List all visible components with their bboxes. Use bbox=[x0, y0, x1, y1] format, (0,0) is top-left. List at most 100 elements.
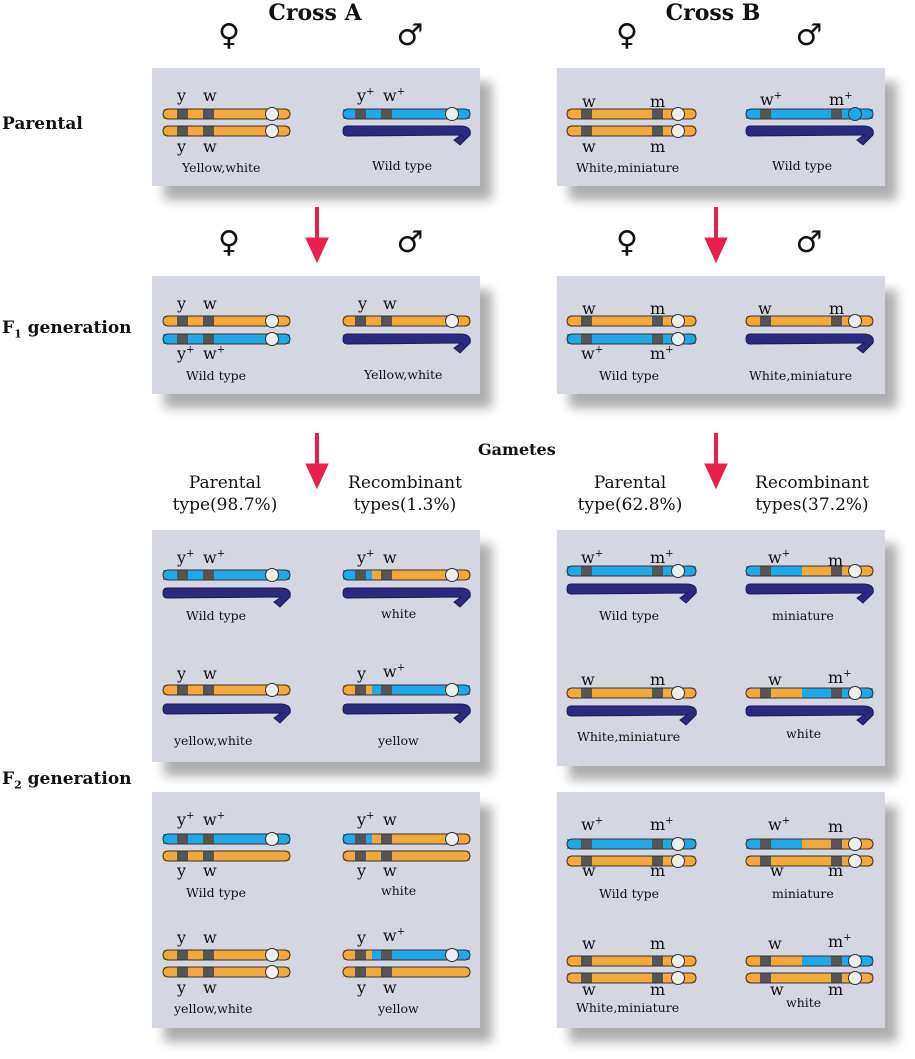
chromosome-segment bbox=[567, 316, 696, 326]
gene-band bbox=[381, 950, 392, 960]
chromosome-outline bbox=[162, 569, 291, 581]
y-chromosome bbox=[342, 587, 471, 608]
chromosome-outline bbox=[162, 125, 291, 137]
chromosome-outline bbox=[162, 108, 291, 120]
chromosome-segment bbox=[372, 685, 470, 695]
chromosome-outline bbox=[162, 333, 291, 345]
chromosome-outline bbox=[566, 125, 697, 137]
male-symbol: ♂ bbox=[795, 18, 823, 53]
chromosome-segment bbox=[163, 570, 290, 580]
centromere bbox=[671, 107, 685, 121]
chromosome-segment bbox=[567, 956, 696, 966]
gene-band bbox=[203, 334, 214, 344]
gene-band bbox=[355, 851, 366, 861]
gene-band bbox=[760, 839, 771, 849]
centromere bbox=[671, 854, 685, 868]
chromosome-segment bbox=[163, 685, 290, 695]
gene-band bbox=[760, 973, 771, 983]
centromere bbox=[848, 314, 862, 328]
chromosome-outline bbox=[566, 315, 697, 327]
gene-band bbox=[381, 570, 392, 580]
y-chromosome bbox=[745, 583, 874, 604]
chromosome-outline bbox=[342, 833, 471, 845]
gene-label-m: m bbox=[650, 137, 666, 156]
chromosome-segment bbox=[746, 839, 802, 849]
gene-label-y: y bbox=[177, 294, 187, 313]
centromere bbox=[671, 124, 685, 138]
gene-band bbox=[177, 834, 188, 844]
gene-band bbox=[831, 856, 842, 866]
y-chromosome bbox=[342, 333, 471, 354]
gene-band bbox=[203, 851, 214, 861]
gene-band bbox=[177, 316, 188, 326]
gene-band bbox=[581, 316, 592, 326]
chromosome-segment bbox=[163, 950, 290, 960]
gene-label-w: w bbox=[758, 299, 772, 318]
row-label-parental: Parental bbox=[2, 114, 83, 134]
gene-label-w: w bbox=[203, 664, 217, 683]
chromosome-segment bbox=[567, 334, 696, 344]
gene-band bbox=[381, 685, 392, 695]
gene-label-w: w+ bbox=[383, 86, 406, 105]
gene-label-w: w+ bbox=[760, 90, 783, 109]
gene-label-w: w+ bbox=[203, 548, 226, 567]
centromere bbox=[848, 107, 862, 121]
gene-band bbox=[652, 973, 663, 983]
gene-band bbox=[581, 109, 592, 119]
gene-label-m: m bbox=[828, 861, 844, 880]
gene-label-m: m bbox=[650, 299, 666, 318]
centromere bbox=[671, 686, 685, 700]
centromere bbox=[265, 683, 279, 697]
chromosome-outline bbox=[745, 315, 874, 327]
caption-wild-type: Wild type bbox=[372, 158, 433, 173]
gene-label-w: w bbox=[203, 978, 217, 997]
chromosome-outline bbox=[162, 850, 291, 862]
gene-band bbox=[355, 950, 366, 960]
gene-band bbox=[355, 834, 366, 844]
caption-yellow-white: yellow,white bbox=[174, 733, 253, 748]
gene-label-m: m bbox=[650, 670, 666, 689]
gene-band bbox=[652, 109, 663, 119]
caption-yellow-white: yellow,white bbox=[174, 1001, 253, 1016]
chromosome-outline bbox=[566, 565, 697, 577]
centromere bbox=[848, 971, 862, 985]
gene-label-w: w bbox=[203, 86, 217, 105]
chromosome-segment bbox=[746, 956, 802, 966]
gene-label-w: w+ bbox=[203, 810, 226, 829]
chromosome-outline bbox=[566, 855, 697, 867]
chromosome-segment bbox=[567, 109, 696, 119]
chromosome-segment bbox=[343, 967, 470, 977]
caption-white: white bbox=[786, 995, 822, 1010]
chromosome-segment bbox=[163, 126, 290, 136]
y-chromosome bbox=[342, 125, 471, 146]
gene-band bbox=[581, 126, 592, 136]
header-b-parental: Parental type(62.8%) bbox=[577, 473, 683, 515]
gene-label-w: w+ bbox=[581, 548, 604, 567]
centromere bbox=[671, 332, 685, 346]
chromosome-outline bbox=[566, 333, 697, 345]
gene-label-y: y bbox=[177, 137, 187, 156]
chromosome-outline bbox=[745, 972, 874, 984]
gene-band bbox=[652, 126, 663, 136]
gene-label-w: w bbox=[582, 299, 596, 318]
gene-band bbox=[381, 851, 392, 861]
gene-label-m: m bbox=[650, 980, 666, 999]
gene-label-w: w bbox=[203, 137, 217, 156]
centromere bbox=[445, 683, 459, 697]
gene-band bbox=[355, 570, 366, 580]
gene-band bbox=[581, 688, 592, 698]
cross-a-title: Cross A bbox=[268, 0, 362, 26]
gene-label-w: w bbox=[383, 294, 397, 313]
gene-label-m: m+ bbox=[650, 344, 674, 363]
chromosome-outline bbox=[566, 972, 697, 984]
chromosome-outline bbox=[745, 955, 874, 967]
gene-band bbox=[381, 109, 392, 119]
chromosome-outline bbox=[342, 949, 471, 961]
gene-label-y: y bbox=[357, 664, 367, 683]
gene-label-y: y bbox=[177, 928, 187, 947]
gene-band bbox=[203, 834, 214, 844]
caption-wild-type: Wild type bbox=[186, 368, 247, 383]
gene-label-m: m+ bbox=[828, 932, 852, 951]
gene-label-w: w bbox=[768, 934, 782, 953]
chromosome-outline bbox=[745, 838, 874, 850]
